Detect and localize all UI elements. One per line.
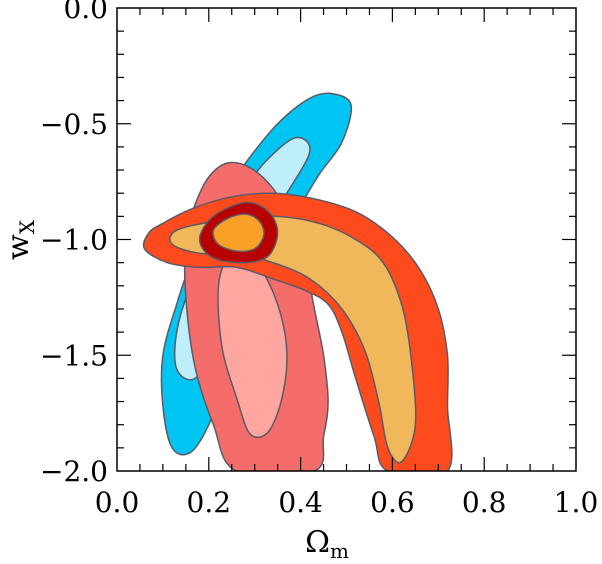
x-tick-label: 0.4	[278, 486, 323, 519]
y-tick-label: −2.0	[40, 455, 108, 488]
x-axis-title: Ωm	[305, 525, 349, 563]
axis-ticks	[117, 8, 576, 471]
x-tick-label: 0.6	[370, 486, 415, 519]
x-axis-title-main: Ω	[305, 525, 330, 560]
contour-pink-inner	[217, 252, 288, 439]
y-tick-labels: 0.0 −0.5 −1.0 −1.5 −2.0	[40, 0, 108, 488]
y-tick-label: −1.0	[40, 224, 108, 257]
confidence-contours	[142, 92, 453, 471]
y-tick-label: −1.5	[40, 339, 108, 372]
y-axis-title-main: w	[1, 234, 36, 260]
x-tick-label: 0.0	[95, 486, 140, 519]
y-tick-label: 0.0	[63, 0, 108, 25]
x-tick-label: 1.0	[554, 486, 599, 519]
x-tick-labels: 0.0 0.2 0.4 0.6 0.8 1.0	[95, 486, 599, 519]
y-axis-title-sub: X	[15, 219, 39, 234]
y-tick-label: −0.5	[40, 108, 108, 141]
x-tick-label: 0.8	[462, 486, 507, 519]
x-tick-label: 0.2	[187, 486, 232, 519]
x-axis-title-sub: m	[330, 539, 349, 563]
contour-orange-core	[212, 213, 265, 253]
y-axis-title: wX	[1, 219, 39, 260]
